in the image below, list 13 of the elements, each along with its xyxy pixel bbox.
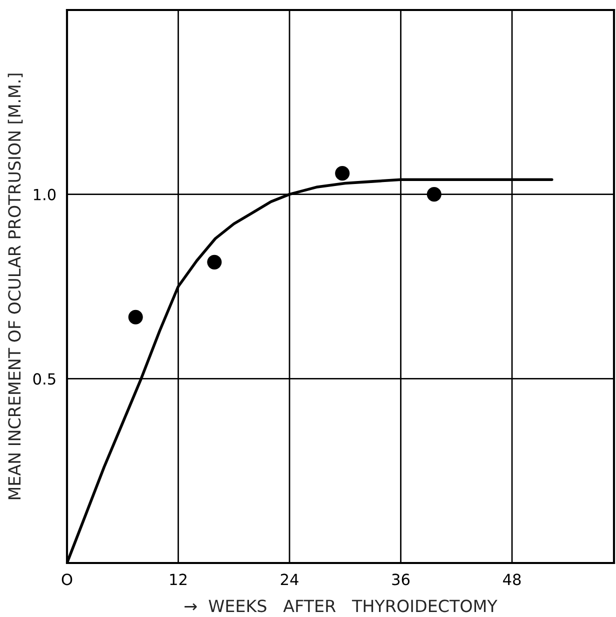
x-tick-label: 36 — [392, 574, 410, 586]
x-tick-label: 12 — [170, 574, 186, 586]
x-tick-label: O — [62, 574, 72, 586]
point — [335, 166, 350, 181]
point — [128, 310, 143, 324]
y-tick-label: 0.5 — [33, 373, 56, 385]
x-tick-label: 24 — [280, 574, 298, 586]
y-axis-title: MEAN INCREMENT OF OCULAR PROTRUSION [M.M.] — [8, 74, 23, 500]
x-axis-title: → WEEKS AFTER THYROIDECTOMY — [184, 600, 498, 612]
y-tick-label: 1.0 — [34, 188, 56, 200]
x-tick-label: 48 — [503, 574, 521, 586]
point — [426, 187, 442, 202]
point — [207, 254, 222, 270]
